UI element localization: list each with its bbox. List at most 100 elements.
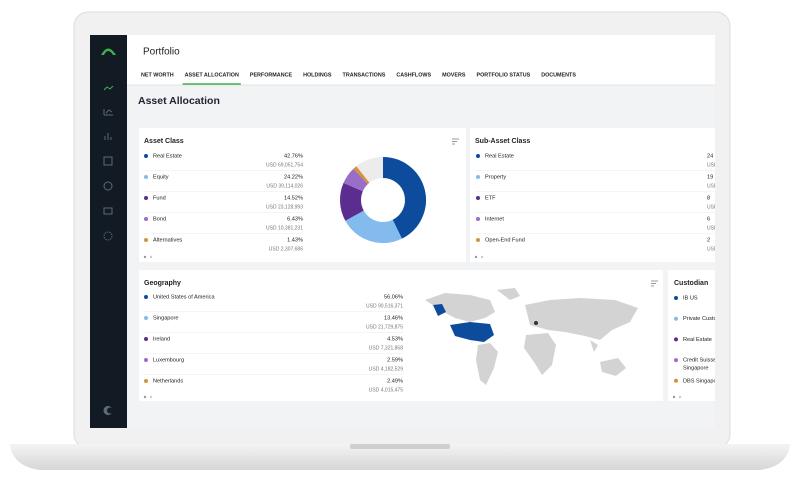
nav-icon[interactable] [103, 109, 113, 116]
row-name: Fund [153, 195, 166, 201]
legend-dot [674, 337, 678, 342]
card-title: Sub-Asset Class [475, 138, 530, 145]
row-percent: 6.43% [287, 216, 303, 222]
row-percent: 19 [707, 174, 713, 180]
sidebar [90, 35, 127, 428]
row-amount: USD 4,182,529 [369, 366, 403, 372]
nav-icon[interactable] [103, 207, 113, 215]
donut-segment[interactable] [343, 168, 369, 192]
row-name: Real Estate [153, 153, 182, 159]
tab[interactable]: NET WORTH [141, 72, 174, 78]
legend-dot [476, 154, 480, 158]
row-amount: USD 4,015,475 [369, 387, 403, 393]
legend-dot [144, 154, 148, 158]
screen: Portfolio NET WORTH ASSET ALLOCATION PERFO… [90, 35, 732, 428]
donut-segment[interactable] [353, 166, 370, 185]
legend-dot [476, 175, 480, 179]
card-title: Geography [144, 280, 181, 287]
row-percent: 1.43% [287, 237, 303, 243]
row-amount: USD 69,051,754 [266, 162, 303, 168]
tab[interactable]: MOVERS [442, 72, 466, 78]
nav-icon[interactable] [103, 85, 114, 91]
card [139, 270, 663, 401]
pagination[interactable] [143, 255, 682, 399]
row-amount: USD 13,36 [707, 204, 732, 210]
laptop-base [10, 444, 790, 470]
card-title: Custodian [674, 280, 708, 287]
card [470, 128, 715, 262]
row-name: Open-End Fund [485, 237, 525, 243]
row-percent: 56.06% [384, 294, 403, 300]
row-name: United States of America [153, 294, 215, 300]
row-percent: 24.22% [284, 174, 303, 180]
header [127, 35, 715, 85]
row-name: Real Estate [485, 153, 514, 159]
sort-icon[interactable] [452, 138, 658, 287]
row-amount: USD 4,2 [707, 246, 726, 252]
tab[interactable]: DOCUMENTS [541, 72, 576, 78]
legend-dot [476, 196, 480, 200]
legend-dot [674, 378, 678, 383]
theme-toggle[interactable] [103, 406, 111, 415]
donut-segment[interactable] [382, 157, 426, 239]
legend-dot [476, 238, 480, 242]
legend-dot [144, 238, 148, 242]
row-name: Singapore [153, 315, 179, 321]
tab[interactable]: PORTFOLIO STATUS [476, 72, 530, 78]
map-highlight [450, 322, 494, 342]
legend-dot [144, 196, 148, 200]
row-name: Equity [153, 174, 169, 180]
legend-dot [674, 358, 678, 363]
row-percent: 2.59% [387, 357, 403, 363]
tab[interactable]: CASHFLOWS [396, 72, 431, 78]
nav-icon[interactable] [103, 181, 113, 191]
page-title: Asset Allocation [138, 95, 220, 107]
row-name: Internet [485, 216, 504, 222]
tab[interactable]: ASSET ALLOCATION [185, 72, 239, 78]
logo[interactable] [101, 48, 116, 56]
row-name: IB US [683, 295, 698, 301]
row-amount: USD 10,381,231 [266, 225, 303, 231]
tab[interactable]: PERFORMANCE [250, 72, 293, 78]
row-percent: 4.53% [387, 336, 403, 342]
legend-dot [144, 379, 148, 383]
row-amount: USD 39,78 [707, 162, 732, 168]
sidebar-icons [103, 85, 114, 415]
nav-icon[interactable] [104, 133, 112, 140]
tab[interactable]: TRANSACTIONS [343, 72, 386, 78]
legend-dot [144, 316, 148, 320]
donut-segment[interactable] [345, 210, 402, 243]
row-amount: USD 23,128,993 [266, 204, 303, 210]
row-amount: USD 31,98 [707, 183, 732, 189]
legend-dot [674, 316, 678, 321]
row-amount: USD 7,321,858 [369, 345, 403, 351]
row-name: Luxembourg [153, 357, 184, 363]
row-name: Property [485, 174, 506, 180]
tab[interactable]: HOLDINGS [303, 72, 332, 78]
row-name: Bond [153, 216, 166, 222]
nav-icon[interactable] [103, 156, 113, 166]
legend-dot [144, 337, 148, 341]
row-amount: USD 21,729,875 [366, 324, 403, 330]
donut-segment[interactable] [340, 182, 365, 221]
row-percent: 13.46% [384, 315, 403, 321]
row-amount: USD 2,307,686 [269, 246, 303, 252]
card-title: Asset Class [144, 138, 184, 145]
row-percent: 6 [707, 216, 710, 222]
row-name: Credit Suisse [683, 358, 716, 364]
row-name: Private Custo [683, 316, 717, 322]
row-name: Ireland [153, 336, 170, 342]
nav-icon[interactable] [103, 231, 113, 241]
legend-dot [674, 296, 678, 300]
row-name: Alternatives [153, 237, 182, 243]
row-percent: 24 [707, 153, 713, 159]
legend-dot [144, 358, 148, 362]
map-highlight [433, 304, 446, 316]
row-name: Real Estate [683, 337, 712, 343]
row-name: DBS Singapo [683, 378, 717, 384]
row-name: ETF [485, 195, 496, 201]
world-map [425, 288, 638, 385]
legend-dot [144, 175, 148, 179]
